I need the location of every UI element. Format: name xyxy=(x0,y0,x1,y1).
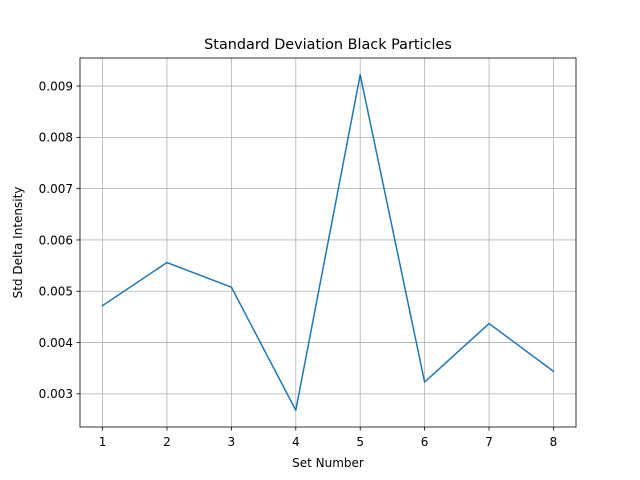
y-tick-label: 0.004 xyxy=(39,336,73,350)
data-point xyxy=(166,261,168,264)
data-point xyxy=(359,74,361,76)
plot-frame xyxy=(79,57,577,428)
x-tick-label: 5 xyxy=(356,435,364,449)
y-tick-label: 0.009 xyxy=(39,79,73,93)
y-tick-label: 0.005 xyxy=(39,285,73,299)
y-tick-label: 0.006 xyxy=(39,233,73,247)
data-point xyxy=(488,322,490,325)
x-tick-label: 6 xyxy=(421,435,429,449)
x-tick-label: 1 xyxy=(99,435,107,449)
chart-title: Standard Deviation Black Particles xyxy=(204,37,452,53)
x-axis-ticks: 1 2 3 4 5 6 7 8 xyxy=(99,427,558,449)
y-axis-label: Std Delta Intensity xyxy=(11,187,25,299)
y-tick-label: 0.008 xyxy=(39,131,73,145)
x-tick-label: 7 xyxy=(485,435,493,449)
y-gridlines xyxy=(80,85,576,395)
y-tick-label: 0.007 xyxy=(39,182,73,196)
x-tick-label: 4 xyxy=(292,435,300,449)
data-point xyxy=(101,304,104,307)
x-tick-label: 2 xyxy=(163,435,171,449)
y-tick-label: 0.003 xyxy=(39,387,73,401)
series-layer xyxy=(101,74,555,412)
x-gridlines xyxy=(102,58,554,427)
y-axis-ticks: 0.003 0.004 0.005 0.006 0.007 0.008 0.009 xyxy=(39,79,80,401)
x-tick-label: 8 xyxy=(550,435,558,449)
data-point xyxy=(423,381,426,383)
x-tick-label: 3 xyxy=(228,435,236,449)
x-axis-label: Set Number xyxy=(292,456,364,470)
data-point xyxy=(552,370,555,373)
series-line xyxy=(101,74,555,412)
data-point xyxy=(295,409,297,412)
data-point xyxy=(230,286,233,288)
